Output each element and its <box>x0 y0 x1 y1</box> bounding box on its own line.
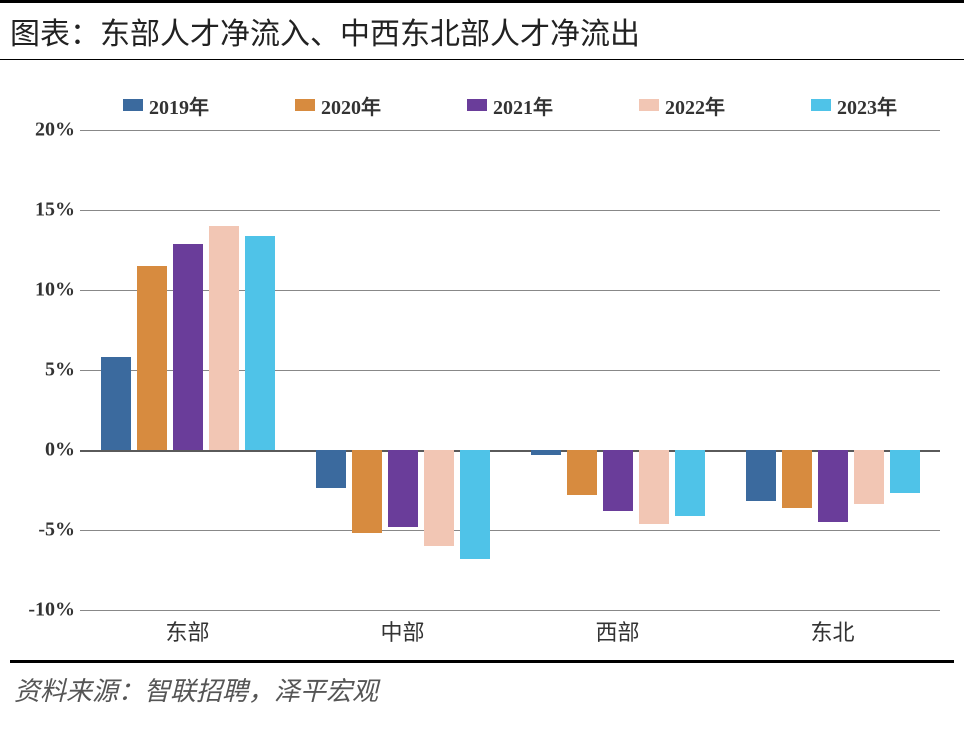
legend-item: 2023年 <box>811 91 897 120</box>
x-tick-label: 西部 <box>595 615 639 647</box>
legend-label: 2021年 <box>493 91 553 120</box>
bar <box>352 450 382 533</box>
bar <box>854 450 884 504</box>
bar <box>424 450 454 546</box>
bar <box>245 236 275 450</box>
bar <box>209 226 239 450</box>
y-tick-label: 15% <box>15 199 75 222</box>
bar <box>639 450 669 524</box>
legend-label: 2023年 <box>837 91 897 120</box>
gridline <box>80 530 940 531</box>
gridline <box>80 210 940 211</box>
figure-container: 图表：东部人才净流入、中西东北部人才净流出 2019年 2020年 2021年 202… <box>0 0 964 730</box>
y-tick-label: 5% <box>15 359 75 382</box>
legend-item: 2019年 <box>123 91 209 120</box>
bar <box>782 450 812 508</box>
bar <box>746 450 776 501</box>
bar <box>137 266 167 450</box>
gridline <box>80 610 940 611</box>
bar <box>388 450 418 527</box>
chart-title: 图表：东部人才净流入、中西东北部人才净流出 <box>0 0 964 60</box>
bar <box>316 450 346 488</box>
legend: 2019年 2020年 2021年 2022年 2023年 <box>80 90 940 120</box>
bar <box>567 450 597 495</box>
legend-swatch <box>811 99 831 111</box>
y-tick-label: -10% <box>15 599 75 622</box>
bar <box>675 450 705 516</box>
chart-area: 2019年 2020年 2021年 2022年 2023年 -10% -5% 0% 5% 10%… <box>10 70 950 660</box>
y-tick-label: 0% <box>15 439 75 462</box>
x-tick-label: 东北 <box>810 615 854 647</box>
x-tick-label: 中部 <box>380 615 424 647</box>
y-tick-label: 20% <box>15 119 75 142</box>
legend-label: 2019年 <box>149 91 209 120</box>
bar <box>101 357 131 450</box>
legend-item: 2022年 <box>639 91 725 120</box>
y-tick-label: 10% <box>15 279 75 302</box>
legend-swatch <box>639 99 659 111</box>
legend-swatch <box>123 99 143 111</box>
bar <box>603 450 633 511</box>
gridline <box>80 130 940 131</box>
bar <box>818 450 848 522</box>
legend-label: 2022年 <box>665 91 725 120</box>
plot-area <box>80 130 940 610</box>
legend-swatch <box>467 99 487 111</box>
bar <box>173 244 203 450</box>
legend-label: 2020年 <box>321 91 381 120</box>
bar <box>460 450 490 559</box>
source-text: 资料来源：智联招聘，泽平宏观 <box>0 663 964 716</box>
y-tick-label: -5% <box>15 519 75 542</box>
bar <box>531 450 561 455</box>
bar <box>890 450 920 493</box>
legend-item: 2021年 <box>467 91 553 120</box>
legend-item: 2020年 <box>295 91 381 120</box>
x-tick-label: 东部 <box>165 615 209 647</box>
legend-swatch <box>295 99 315 111</box>
